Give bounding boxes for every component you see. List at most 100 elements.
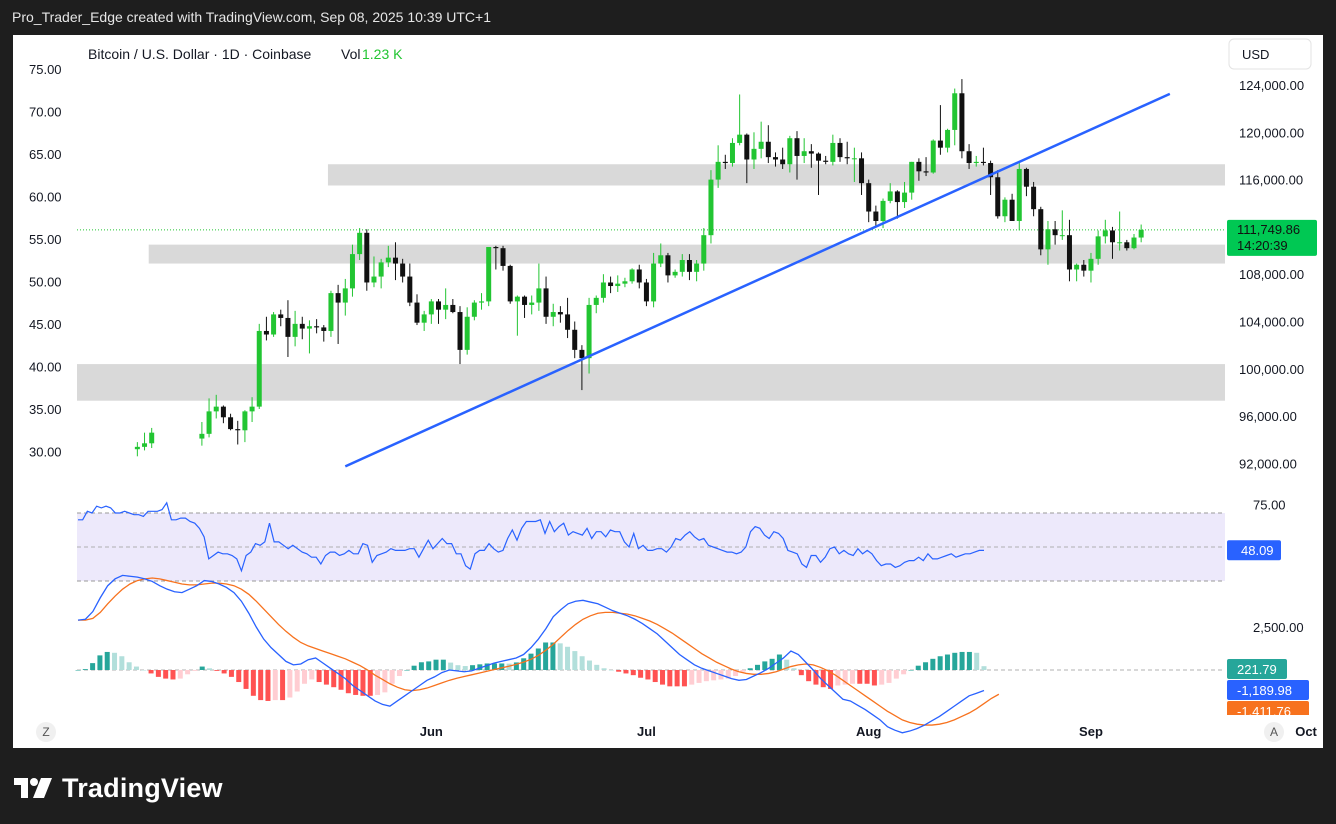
- candle-body: [1074, 264, 1080, 270]
- candle-body: [314, 326, 320, 328]
- candle-body: [306, 326, 312, 329]
- scale-auto-left-button[interactable]: Z: [36, 722, 56, 742]
- candle-body: [572, 329, 578, 350]
- candle: [335, 284, 341, 344]
- candle-body: [801, 151, 807, 156]
- candle: [565, 297, 571, 339]
- candle-body: [737, 134, 743, 143]
- candle-body: [1009, 199, 1015, 221]
- macd-histogram-bar: [302, 670, 307, 684]
- macd-histogram-bar: [849, 670, 855, 684]
- candle: [902, 181, 908, 208]
- macd-histogram-bar: [594, 664, 600, 670]
- candle-body: [507, 265, 513, 302]
- candle: [980, 147, 986, 166]
- candle: [622, 277, 628, 288]
- candle: [421, 310, 427, 331]
- scale-right-label[interactable]: A: [1270, 725, 1278, 739]
- candle-body: [1088, 258, 1094, 271]
- macd-histogram-bar: [703, 670, 709, 682]
- candle-body: [701, 235, 707, 264]
- candle: [199, 422, 205, 446]
- candle: [586, 297, 592, 374]
- candle: [615, 275, 621, 292]
- candle-body: [1095, 236, 1101, 259]
- candle-body: [385, 257, 391, 263]
- candle: [1117, 211, 1123, 251]
- candle: [392, 242, 398, 281]
- macd-value: -1,189.98: [1237, 683, 1292, 698]
- last-price-countdown: 14:20:39: [1237, 238, 1288, 253]
- candle-body: [199, 433, 205, 439]
- candle-body: [249, 406, 255, 412]
- candle-body: [357, 232, 363, 255]
- macd-histogram-bar: [550, 642, 556, 670]
- candle-body: [916, 161, 922, 172]
- candle-body: [837, 142, 843, 158]
- scale-auto-right-button[interactable]: A: [1264, 722, 1284, 742]
- macd-histogram-bar: [616, 670, 622, 672]
- scale-left-label[interactable]: Z: [42, 725, 49, 739]
- candle-body: [995, 177, 1001, 217]
- candle-body: [364, 232, 370, 283]
- macd-histogram-bar: [207, 668, 213, 670]
- candle-body: [407, 276, 413, 303]
- macd-histogram-bar: [652, 670, 658, 683]
- candle: [1095, 230, 1101, 265]
- candle: [600, 274, 606, 303]
- candle: [493, 245, 499, 270]
- brand[interactable]: TradingView: [14, 770, 223, 806]
- candle-body: [1031, 186, 1037, 210]
- candle: [629, 268, 635, 284]
- candle-body: [787, 138, 793, 165]
- macd-histogram-bar: [316, 670, 322, 683]
- macd-histogram-bar: [543, 642, 549, 670]
- currency-button-label[interactable]: USD: [1242, 47, 1269, 62]
- candle-body: [299, 323, 305, 329]
- macd-histogram-bar: [689, 670, 695, 685]
- currency-button[interactable]: USD: [1228, 38, 1312, 70]
- rsi-pane: 75.00 48.09: [77, 498, 1286, 582]
- macd-histogram-bar: [638, 670, 644, 678]
- candle: [436, 299, 441, 324]
- macd-histogram-bar: [126, 662, 132, 670]
- candle: [751, 132, 757, 169]
- candle: [758, 121, 764, 159]
- chart-legend-vol-value: 1.23 K: [362, 46, 403, 62]
- candle: [242, 410, 248, 443]
- chart-canvas[interactable]: 75.00 48.09 2,500.00 221.79 -1,189.98 -1,411…: [13, 35, 1323, 748]
- trendline-layer: [344, 92, 1171, 468]
- price-zone: [77, 364, 1225, 401]
- candle: [314, 319, 320, 334]
- candle: [952, 88, 958, 146]
- macd-histogram-bar: [396, 670, 402, 677]
- candle-body: [256, 330, 262, 407]
- candle: [342, 278, 348, 316]
- macd-histogram-bar: [90, 663, 96, 670]
- candle: [722, 154, 728, 169]
- candle-body: [715, 161, 721, 180]
- chart-frame[interactable]: 75.00 48.09 2,500.00 221.79 -1,189.98 -1,411…: [13, 35, 1323, 748]
- candle-body: [988, 163, 994, 178]
- macd-histogram-bar: [155, 670, 161, 677]
- candle-body: [866, 183, 872, 212]
- macd-histogram-bar: [755, 664, 760, 670]
- candle: [636, 264, 642, 289]
- candle: [866, 179, 872, 223]
- macd-histogram-bar: [608, 670, 614, 671]
- candle-body: [235, 429, 241, 431]
- candle: [428, 299, 434, 324]
- candle-body: [292, 323, 298, 337]
- macd-histogram-bar: [820, 670, 826, 688]
- rsi-badge-bg: [1227, 540, 1281, 561]
- candle-body: [952, 93, 958, 130]
- candle-body: [278, 314, 284, 318]
- macd-histogram-bar: [535, 648, 541, 670]
- candle: [593, 295, 599, 314]
- candle-body: [1038, 209, 1044, 250]
- macd-histogram-bar: [696, 670, 702, 683]
- candle: [1009, 193, 1015, 221]
- time-axis-tick: Sep: [1079, 724, 1103, 739]
- macd-histogram-bar: [681, 670, 687, 687]
- candle-body: [665, 255, 671, 276]
